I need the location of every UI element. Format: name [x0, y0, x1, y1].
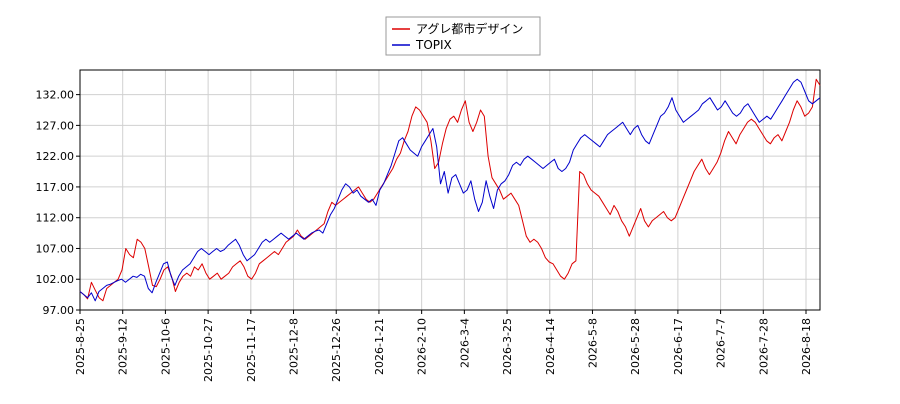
x-tick-label: 2026-5-28: [629, 318, 642, 375]
x-tick-label: 2026-2-10: [416, 318, 429, 375]
x-tick-label: 2026-7-7: [715, 318, 728, 368]
y-tick-label: 97.00: [43, 304, 75, 317]
x-tick-label: 2026-4-14: [544, 318, 557, 375]
x-tick-label: 2025-8-25: [74, 318, 87, 375]
x-tick-label: 2026-8-18: [800, 318, 813, 375]
y-tick-label: 112.00: [36, 212, 75, 225]
x-tick-label: 2025-11-17: [245, 318, 258, 382]
series-line-topix: [79, 78, 821, 302]
y-tick-label: 117.00: [36, 181, 75, 194]
series-line-agre: [79, 78, 821, 302]
x-tick-label: 2026-3-4: [458, 318, 471, 368]
series-lines: [79, 78, 821, 302]
x-axis: 2025-8-25 2025-9-12 2025-10-6 2025-10-27 202…: [74, 310, 813, 382]
x-tick-label: 2026-6-17: [672, 318, 685, 375]
x-tick-label: 2026-5-8: [586, 318, 599, 368]
y-tick-label: 132.00: [36, 89, 75, 102]
y-tick-label: 102.00: [36, 273, 75, 286]
y-tick-label: 122.00: [36, 150, 75, 163]
x-tick-label: 2025-10-6: [159, 318, 172, 375]
x-tick-label: 2025-12-26: [330, 318, 343, 382]
y-tick-label: 127.00: [36, 119, 75, 132]
legend: アグレ都市デザイン TOPIX: [385, 16, 541, 56]
x-tick-label: 2026-1-21: [373, 318, 386, 375]
grid: [79, 70, 820, 311]
x-tick-label: 2026-3-25: [501, 318, 514, 375]
x-tick-label: 2026-7-28: [757, 318, 770, 375]
legend-label-agre: アグレ都市デザイン: [416, 21, 523, 36]
legend-label-topix: TOPIX: [415, 38, 452, 52]
x-tick-label: 2025-9-12: [117, 318, 130, 375]
x-tick-label: 2025-12-8: [288, 318, 301, 375]
y-tick-label: 107.00: [36, 242, 75, 255]
x-tick-label: 2025-10-27: [202, 318, 215, 382]
plot-area: [79, 69, 821, 311]
legend-box: [385, 16, 541, 56]
y-axis: 97.00 102.00 107.00 112.00 117.00 122.00 127.0…: [36, 89, 80, 317]
